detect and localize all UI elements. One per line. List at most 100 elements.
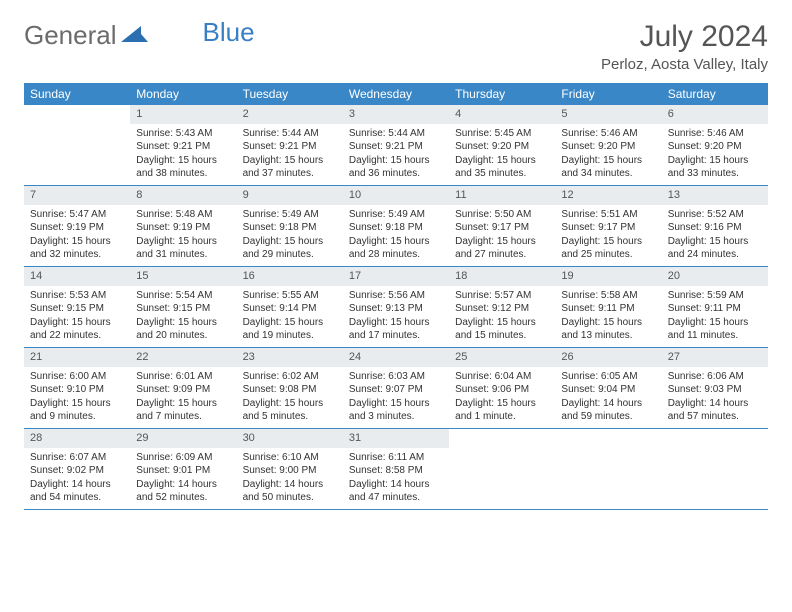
day-number: 20 bbox=[662, 267, 768, 286]
sunset-line: Sunset: 9:17 PM bbox=[455, 221, 549, 235]
sunrise-line: Sunrise: 5:49 AM bbox=[243, 208, 337, 222]
day-body: Sunrise: 5:47 AMSunset: 9:19 PMDaylight:… bbox=[24, 205, 130, 266]
day-number: 16 bbox=[237, 267, 343, 286]
day-body: Sunrise: 5:51 AMSunset: 9:17 PMDaylight:… bbox=[555, 205, 661, 266]
sunset-line: Sunset: 9:10 PM bbox=[30, 383, 124, 397]
logo-word1: General bbox=[24, 20, 117, 51]
location: Perloz, Aosta Valley, Italy bbox=[601, 56, 768, 73]
week-row: 14Sunrise: 5:53 AMSunset: 9:15 PMDayligh… bbox=[24, 267, 768, 348]
daylight-line: Daylight: 15 hours and 27 minutes. bbox=[455, 235, 549, 262]
sunrise-line: Sunrise: 5:52 AM bbox=[668, 208, 762, 222]
sunset-line: Sunset: 9:00 PM bbox=[243, 464, 337, 478]
sunset-line: Sunset: 9:17 PM bbox=[561, 221, 655, 235]
daylight-line: Daylight: 15 hours and 15 minutes. bbox=[455, 316, 549, 343]
day-body: Sunrise: 5:55 AMSunset: 9:14 PMDaylight:… bbox=[237, 286, 343, 347]
week-row: 28Sunrise: 6:07 AMSunset: 9:02 PMDayligh… bbox=[24, 429, 768, 510]
day-cell: 26Sunrise: 6:05 AMSunset: 9:04 PMDayligh… bbox=[555, 348, 661, 428]
sunrise-line: Sunrise: 5:56 AM bbox=[349, 289, 443, 303]
header: General Blue July 2024 Perloz, Aosta Val… bbox=[24, 20, 768, 73]
sunrise-line: Sunrise: 6:11 AM bbox=[349, 451, 443, 465]
sunrise-line: Sunrise: 6:09 AM bbox=[136, 451, 230, 465]
day-cell: 2Sunrise: 5:44 AMSunset: 9:21 PMDaylight… bbox=[237, 105, 343, 185]
day-number: 15 bbox=[130, 267, 236, 286]
sunrise-line: Sunrise: 6:03 AM bbox=[349, 370, 443, 384]
day-number: 22 bbox=[130, 348, 236, 367]
week-row: 7Sunrise: 5:47 AMSunset: 9:19 PMDaylight… bbox=[24, 186, 768, 267]
weekday-sunday: Sunday bbox=[24, 83, 130, 105]
daylight-line: Daylight: 15 hours and 13 minutes. bbox=[561, 316, 655, 343]
day-number: 5 bbox=[555, 105, 661, 124]
day-number: 27 bbox=[662, 348, 768, 367]
sunrise-line: Sunrise: 5:46 AM bbox=[668, 127, 762, 141]
daylight-line: Daylight: 15 hours and 3 minutes. bbox=[349, 397, 443, 424]
sunrise-line: Sunrise: 6:04 AM bbox=[455, 370, 549, 384]
daylight-line: Daylight: 15 hours and 36 minutes. bbox=[349, 154, 443, 181]
day-cell: 1Sunrise: 5:43 AMSunset: 9:21 PMDaylight… bbox=[130, 105, 236, 185]
day-body: Sunrise: 6:01 AMSunset: 9:09 PMDaylight:… bbox=[130, 367, 236, 428]
day-cell: . bbox=[555, 429, 661, 509]
sunrise-line: Sunrise: 5:53 AM bbox=[30, 289, 124, 303]
day-cell: 11Sunrise: 5:50 AMSunset: 9:17 PMDayligh… bbox=[449, 186, 555, 266]
calendar: Sunday Monday Tuesday Wednesday Thursday… bbox=[24, 83, 768, 510]
sunset-line: Sunset: 9:06 PM bbox=[455, 383, 549, 397]
day-number: 31 bbox=[343, 429, 449, 448]
day-cell: . bbox=[24, 105, 130, 185]
month-title: July 2024 bbox=[601, 20, 768, 54]
day-cell: 7Sunrise: 5:47 AMSunset: 9:19 PMDaylight… bbox=[24, 186, 130, 266]
day-body: Sunrise: 6:07 AMSunset: 9:02 PMDaylight:… bbox=[24, 448, 130, 509]
day-cell: 8Sunrise: 5:48 AMSunset: 9:19 PMDaylight… bbox=[130, 186, 236, 266]
day-body: Sunrise: 5:54 AMSunset: 9:15 PMDaylight:… bbox=[130, 286, 236, 347]
day-cell: 4Sunrise: 5:45 AMSunset: 9:20 PMDaylight… bbox=[449, 105, 555, 185]
day-body: Sunrise: 6:03 AMSunset: 9:07 PMDaylight:… bbox=[343, 367, 449, 428]
day-cell: 12Sunrise: 5:51 AMSunset: 9:17 PMDayligh… bbox=[555, 186, 661, 266]
sunrise-line: Sunrise: 5:51 AM bbox=[561, 208, 655, 222]
sunrise-line: Sunrise: 5:49 AM bbox=[349, 208, 443, 222]
sunset-line: Sunset: 9:18 PM bbox=[349, 221, 443, 235]
day-number: 28 bbox=[24, 429, 130, 448]
sunset-line: Sunset: 9:14 PM bbox=[243, 302, 337, 316]
day-body: Sunrise: 5:59 AMSunset: 9:11 PMDaylight:… bbox=[662, 286, 768, 347]
sunset-line: Sunset: 9:08 PM bbox=[243, 383, 337, 397]
sunset-line: Sunset: 9:04 PM bbox=[561, 383, 655, 397]
day-number: 9 bbox=[237, 186, 343, 205]
sunset-line: Sunset: 9:19 PM bbox=[30, 221, 124, 235]
day-body: Sunrise: 5:45 AMSunset: 9:20 PMDaylight:… bbox=[449, 124, 555, 185]
weekday-saturday: Saturday bbox=[662, 83, 768, 105]
sunset-line: Sunset: 9:15 PM bbox=[30, 302, 124, 316]
logo-word2: Blue bbox=[203, 17, 255, 48]
day-cell: . bbox=[449, 429, 555, 509]
day-body: Sunrise: 6:00 AMSunset: 9:10 PMDaylight:… bbox=[24, 367, 130, 428]
sunset-line: Sunset: 9:21 PM bbox=[349, 140, 443, 154]
day-body: Sunrise: 5:53 AMSunset: 9:15 PMDaylight:… bbox=[24, 286, 130, 347]
day-body: Sunrise: 5:49 AMSunset: 9:18 PMDaylight:… bbox=[237, 205, 343, 266]
day-body: Sunrise: 6:09 AMSunset: 9:01 PMDaylight:… bbox=[130, 448, 236, 509]
daylight-line: Daylight: 15 hours and 1 minute. bbox=[455, 397, 549, 424]
day-body: Sunrise: 5:58 AMSunset: 9:11 PMDaylight:… bbox=[555, 286, 661, 347]
day-cell: . bbox=[662, 429, 768, 509]
sunrise-line: Sunrise: 5:58 AM bbox=[561, 289, 655, 303]
daylight-line: Daylight: 15 hours and 22 minutes. bbox=[30, 316, 124, 343]
day-cell: 31Sunrise: 6:11 AMSunset: 8:58 PMDayligh… bbox=[343, 429, 449, 509]
daylight-line: Daylight: 15 hours and 5 minutes. bbox=[243, 397, 337, 424]
daylight-line: Daylight: 15 hours and 7 minutes. bbox=[136, 397, 230, 424]
day-body: Sunrise: 6:02 AMSunset: 9:08 PMDaylight:… bbox=[237, 367, 343, 428]
weekday-header-row: Sunday Monday Tuesday Wednesday Thursday… bbox=[24, 83, 768, 105]
day-number: 6 bbox=[662, 105, 768, 124]
daylight-line: Daylight: 15 hours and 31 minutes. bbox=[136, 235, 230, 262]
week-row: 21Sunrise: 6:00 AMSunset: 9:10 PMDayligh… bbox=[24, 348, 768, 429]
sunset-line: Sunset: 9:12 PM bbox=[455, 302, 549, 316]
day-number: 4 bbox=[449, 105, 555, 124]
day-number: 29 bbox=[130, 429, 236, 448]
day-number: 25 bbox=[449, 348, 555, 367]
sunrise-line: Sunrise: 5:59 AM bbox=[668, 289, 762, 303]
day-body: Sunrise: 5:46 AMSunset: 9:20 PMDaylight:… bbox=[555, 124, 661, 185]
sunrise-line: Sunrise: 6:10 AM bbox=[243, 451, 337, 465]
day-body: Sunrise: 6:04 AMSunset: 9:06 PMDaylight:… bbox=[449, 367, 555, 428]
day-cell: 18Sunrise: 5:57 AMSunset: 9:12 PMDayligh… bbox=[449, 267, 555, 347]
day-cell: 27Sunrise: 6:06 AMSunset: 9:03 PMDayligh… bbox=[662, 348, 768, 428]
sunrise-line: Sunrise: 6:07 AM bbox=[30, 451, 124, 465]
sunrise-line: Sunrise: 5:45 AM bbox=[455, 127, 549, 141]
sunset-line: Sunset: 9:19 PM bbox=[136, 221, 230, 235]
sunrise-line: Sunrise: 5:55 AM bbox=[243, 289, 337, 303]
day-number: 21 bbox=[24, 348, 130, 367]
